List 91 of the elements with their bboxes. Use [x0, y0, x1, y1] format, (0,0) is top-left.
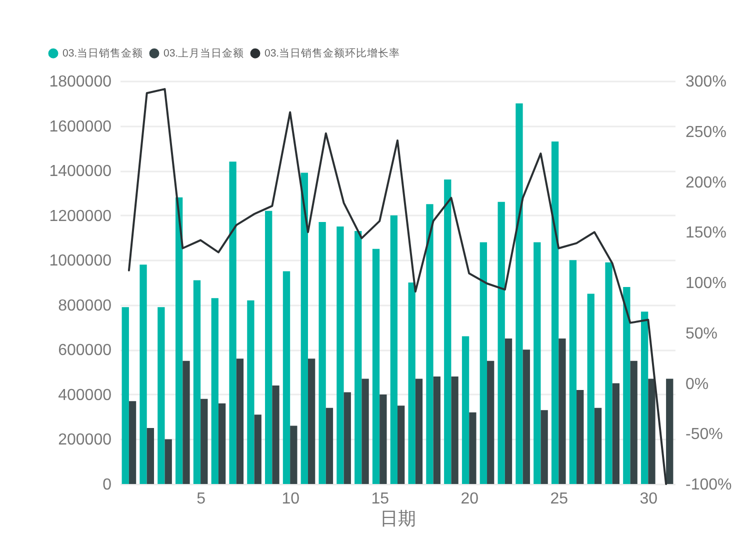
bar: [408, 282, 416, 484]
bar: [229, 162, 236, 484]
bar: [444, 180, 452, 484]
bar: [318, 222, 326, 484]
bar: [516, 103, 523, 484]
bar: [433, 376, 440, 484]
y-tick-label: 1200000: [49, 208, 112, 225]
bar: [247, 300, 254, 484]
bar: [462, 336, 470, 484]
bar: [282, 271, 290, 484]
bar: [362, 378, 369, 484]
bar: [587, 294, 594, 484]
bar: [540, 410, 548, 484]
bar: [326, 408, 334, 484]
bar: [569, 260, 577, 484]
y2-tick-label: -50%: [686, 426, 723, 444]
bar: [504, 338, 512, 484]
bar: [354, 231, 362, 484]
bar: [176, 197, 183, 484]
y2-tick-label: 50%: [686, 325, 718, 342]
bar: [487, 360, 494, 484]
y2-tick-label: -100%: [686, 476, 732, 494]
bar: [594, 408, 602, 484]
y2-tick-label: 150%: [686, 224, 726, 242]
bar: [648, 378, 656, 484]
bar: [380, 394, 387, 484]
bar: [415, 378, 423, 484]
bar: [254, 414, 262, 484]
bar: [272, 385, 280, 484]
bar: [236, 358, 244, 484]
y-tick-label: 800000: [58, 297, 112, 314]
bar: [612, 383, 620, 484]
x-tick-label: 5: [196, 490, 206, 508]
y2-tick-label: 0%: [686, 376, 709, 393]
y-tick-label: 1000000: [49, 252, 112, 270]
bar: [576, 390, 584, 484]
bar: [480, 242, 488, 484]
y-tick-label: 600000: [58, 342, 112, 360]
y-tick-label: 200000: [58, 432, 112, 449]
bar: [146, 428, 154, 484]
y-tick-label: 0: [102, 476, 112, 494]
bar: [218, 403, 226, 484]
bar: [372, 248, 380, 484]
bar: [534, 242, 541, 484]
bar: [200, 398, 208, 484]
y-tick-label: 400000: [58, 386, 112, 404]
bar: [140, 264, 147, 484]
bar: [605, 262, 612, 484]
legend-label: 03.当日销售金额: [62, 46, 144, 60]
bar: [290, 426, 298, 484]
x-axis-title: 日期: [380, 508, 416, 528]
bar: [211, 298, 218, 484]
bar: [122, 307, 129, 484]
bar: [551, 141, 559, 484]
bar: [336, 226, 344, 484]
bar: [623, 286, 630, 484]
bar: [300, 172, 308, 484]
x-tick-label: 15: [371, 490, 390, 508]
bar: [451, 376, 458, 484]
bar: [265, 210, 272, 484]
bar: [182, 360, 190, 484]
bar: [158, 307, 165, 484]
bar: [666, 378, 674, 484]
bar: [193, 280, 201, 484]
x-tick-label: 25: [550, 490, 568, 508]
y2-tick-label: 100%: [686, 275, 726, 292]
x-tick-label: 30: [640, 490, 658, 508]
bar: [164, 439, 172, 484]
y-tick-label: 1600000: [49, 118, 112, 136]
bar: [630, 360, 638, 484]
bar: [390, 215, 398, 484]
bar: [426, 204, 434, 484]
y-tick-label: 1800000: [49, 74, 112, 90]
bar: [522, 350, 530, 484]
y2-tick-label: 200%: [686, 174, 726, 192]
bar: [128, 401, 136, 484]
x-tick-label: 10: [282, 490, 300, 508]
legend-label: 03.当日销售金额环比增长率: [264, 46, 400, 60]
bar: [344, 392, 351, 484]
y2-tick-label: 250%: [686, 124, 726, 141]
bar: [469, 412, 476, 484]
y-tick-label: 1400000: [49, 163, 112, 180]
bar: [398, 406, 405, 484]
bar: [640, 312, 648, 484]
y2-tick-label: 300%: [686, 74, 726, 90]
x-tick-label: 20: [460, 490, 479, 508]
legend-label: 03.上月当日金额: [164, 46, 244, 60]
bar: [308, 358, 316, 484]
bar: [558, 338, 566, 484]
bar: [498, 202, 505, 484]
line-series: [128, 88, 668, 485]
